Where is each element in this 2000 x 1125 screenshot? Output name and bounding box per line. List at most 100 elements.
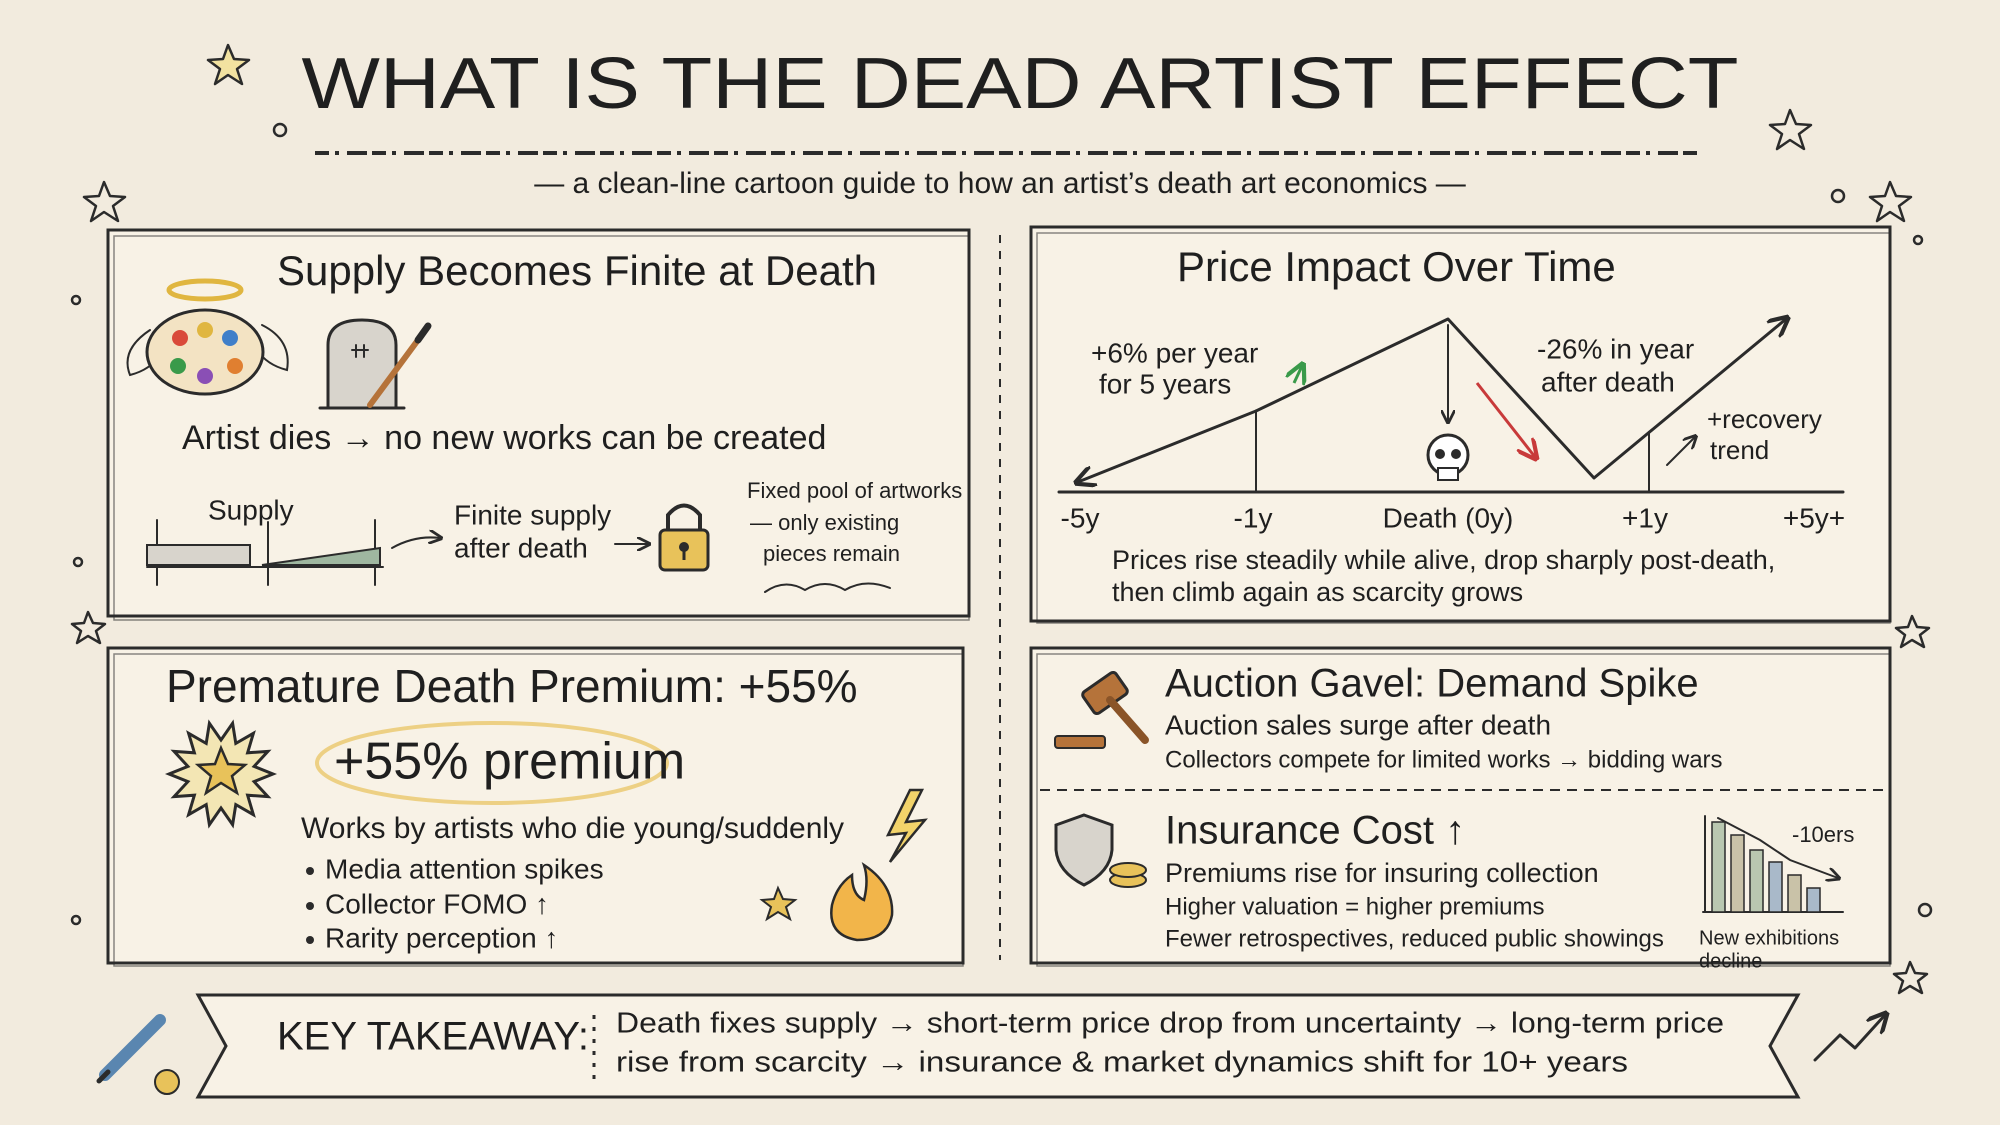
page-title: WHAT IS THE DEAD ARTIST EFFECT [302, 44, 1739, 124]
axis-label: -5y [1061, 502, 1100, 533]
supply-diagram-part [261, 546, 381, 566]
mini-chart-part [1711, 821, 1726, 913]
growth-arrow [1294, 366, 1302, 383]
panel-line: Collectors compete for limited works → b… [1165, 746, 1723, 773]
palette-icon-part [222, 330, 238, 346]
panel-line: Fewer retrospectives, reduced public sho… [1165, 925, 1664, 952]
statement: Artist dies → no new works can be create… [182, 419, 826, 457]
gavel-icon [1054, 670, 1149, 749]
lock-icon-part [666, 503, 702, 532]
bullet: Collector FOMO ↑ [325, 888, 549, 919]
supply-label: Supply [208, 494, 294, 525]
subtitle: — a clean-line cartoon guide to how an a… [534, 167, 1466, 200]
badge-ring [315, 721, 669, 805]
decorations-part [1917, 902, 1933, 918]
decorations-part [1912, 234, 1924, 246]
premium-panel: Premature Death Premium: +55% +55% premi… [106, 646, 965, 967]
decorations-part [1768, 108, 1813, 151]
panel-sketch [1036, 653, 1891, 967]
chart-caption: New exhibitions [1699, 927, 1839, 949]
skull-icon-part [1435, 449, 1445, 459]
palette-icon-part [227, 358, 243, 374]
decorations-part [70, 294, 82, 306]
decorations-part [206, 43, 251, 86]
pencil-icon-part [99, 1014, 166, 1081]
lightning-icon [885, 788, 928, 863]
skull-icon-part [1437, 467, 1459, 481]
panel-sketch [113, 653, 964, 967]
lock-icon-part [679, 542, 689, 552]
takeaway-banner: KEY TAKEAWAY: Death fixes supply → short… [96, 993, 1885, 1099]
tombstone-icon-part [367, 337, 421, 408]
pool-note: — only existing [750, 510, 899, 535]
price-panel: Price Impact Over Time +6% per year for … [1029, 225, 1892, 624]
drop-arrow [1475, 382, 1535, 457]
auction-panel: Auction Gavel: Demand Spike Auction sale… [1029, 646, 1892, 972]
mini-chart-part [1768, 861, 1783, 913]
palette-icon-part [197, 368, 213, 384]
palette-icon-part [172, 330, 188, 346]
palette-icon-part [166, 278, 244, 302]
annotation: +6% per year [1091, 337, 1258, 368]
star-icon [759, 885, 798, 922]
panel-title: Insurance Cost ↑ [1165, 809, 1465, 853]
panel-title: Auction Gavel: Demand Spike [1165, 662, 1699, 706]
gavel-icon-part [1106, 696, 1149, 744]
decorations-part [70, 914, 82, 926]
panel-frame [106, 228, 971, 618]
panel-frame [1029, 646, 1892, 965]
decorations-part [82, 180, 127, 223]
panel-sketch [113, 235, 970, 621]
panel-sketch [1036, 232, 1891, 624]
mini-chart [1702, 815, 1844, 913]
axis-label: +5y+ [1783, 502, 1845, 533]
pencil-icon [96, 1014, 180, 1095]
panel-line: Auction sales surge after death [1165, 709, 1551, 740]
skull-icon-part [1451, 449, 1461, 459]
decorations-part [72, 556, 84, 568]
annotation: trend [1710, 435, 1769, 465]
chart-caption: decline [1699, 950, 1762, 972]
annotation: after death [1541, 366, 1675, 397]
panel-title: Premature Death Premium: +55% [166, 660, 858, 712]
mini-chart-part [1749, 849, 1764, 913]
trend-icon [1813, 1015, 1885, 1062]
supply-diagram-part [391, 537, 440, 549]
supply-diagram [146, 519, 440, 586]
mini-chart-part [1787, 874, 1802, 913]
shield-icon-part [1109, 862, 1147, 878]
star-icon [194, 744, 249, 796]
bullet-dot [306, 902, 314, 910]
decorations-part [70, 610, 107, 645]
pencil-icon-part [154, 1069, 180, 1095]
ribbon [195, 993, 1801, 1099]
annotation: for 5 years [1099, 368, 1231, 399]
decorations-part [1892, 960, 1929, 995]
bullet-dot [306, 867, 314, 875]
shield-icon [1054, 813, 1147, 888]
caption: Prices rise steadily while alive, drop s… [1112, 545, 1775, 575]
chart-label: -10ers [1792, 822, 1854, 847]
supply-diagram-part [146, 544, 251, 566]
axis-label: +1y [1622, 502, 1668, 533]
decorations-part [1868, 180, 1913, 223]
pencil-icon-part [96, 1069, 111, 1084]
badge: +55% premium [334, 733, 685, 791]
takeaway-label: KEY TAKEAWAY: [277, 1015, 589, 1059]
panel-frame [1029, 225, 1892, 623]
shield-icon-part [1054, 813, 1114, 887]
axis-tick [1255, 410, 1650, 493]
bullet-dot [306, 936, 314, 944]
supply-panel: Supply Becomes Finite at Death Artist di… [106, 228, 971, 621]
tombstone-icon-part [414, 322, 432, 344]
takeaway-line: rise from scarcity → insurance & market … [616, 1047, 1628, 1079]
palette-icon-part [197, 322, 213, 338]
decorations-part [272, 122, 288, 138]
panel-title: Price Impact Over Time [1177, 243, 1616, 290]
decorations-part [1894, 614, 1931, 649]
trend-line [1254, 319, 1786, 480]
finite-label: Finite supply [454, 499, 611, 530]
skull-icon [1426, 433, 1470, 481]
bullet: Rarity perception ↑ [325, 922, 558, 953]
